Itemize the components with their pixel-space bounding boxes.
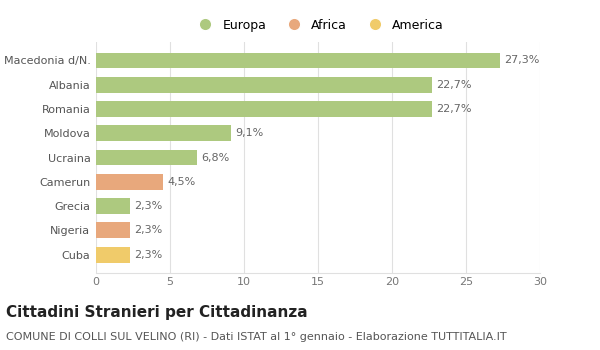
Text: 9,1%: 9,1% — [235, 128, 263, 138]
Bar — [96, 125, 230, 141]
Text: 22,7%: 22,7% — [436, 80, 472, 90]
Bar — [96, 174, 163, 190]
Text: Cittadini Stranieri per Cittadinanza: Cittadini Stranieri per Cittadinanza — [6, 304, 308, 320]
Legend: Europa, Africa, America: Europa, Africa, America — [187, 14, 449, 37]
Bar — [96, 247, 130, 262]
Text: 27,3%: 27,3% — [505, 55, 540, 65]
Bar — [96, 198, 130, 214]
Text: 4,5%: 4,5% — [167, 177, 195, 187]
Bar — [96, 77, 432, 92]
Text: 2,3%: 2,3% — [134, 225, 163, 235]
Bar — [96, 101, 432, 117]
Text: 2,3%: 2,3% — [134, 201, 163, 211]
Bar — [96, 52, 500, 68]
Text: 2,3%: 2,3% — [134, 250, 163, 260]
Text: 22,7%: 22,7% — [436, 104, 472, 114]
Bar — [96, 223, 130, 238]
Text: 6,8%: 6,8% — [201, 153, 229, 162]
Bar — [96, 149, 197, 166]
Text: COMUNE DI COLLI SUL VELINO (RI) - Dati ISTAT al 1° gennaio - Elaborazione TUTTIT: COMUNE DI COLLI SUL VELINO (RI) - Dati I… — [6, 332, 506, 343]
